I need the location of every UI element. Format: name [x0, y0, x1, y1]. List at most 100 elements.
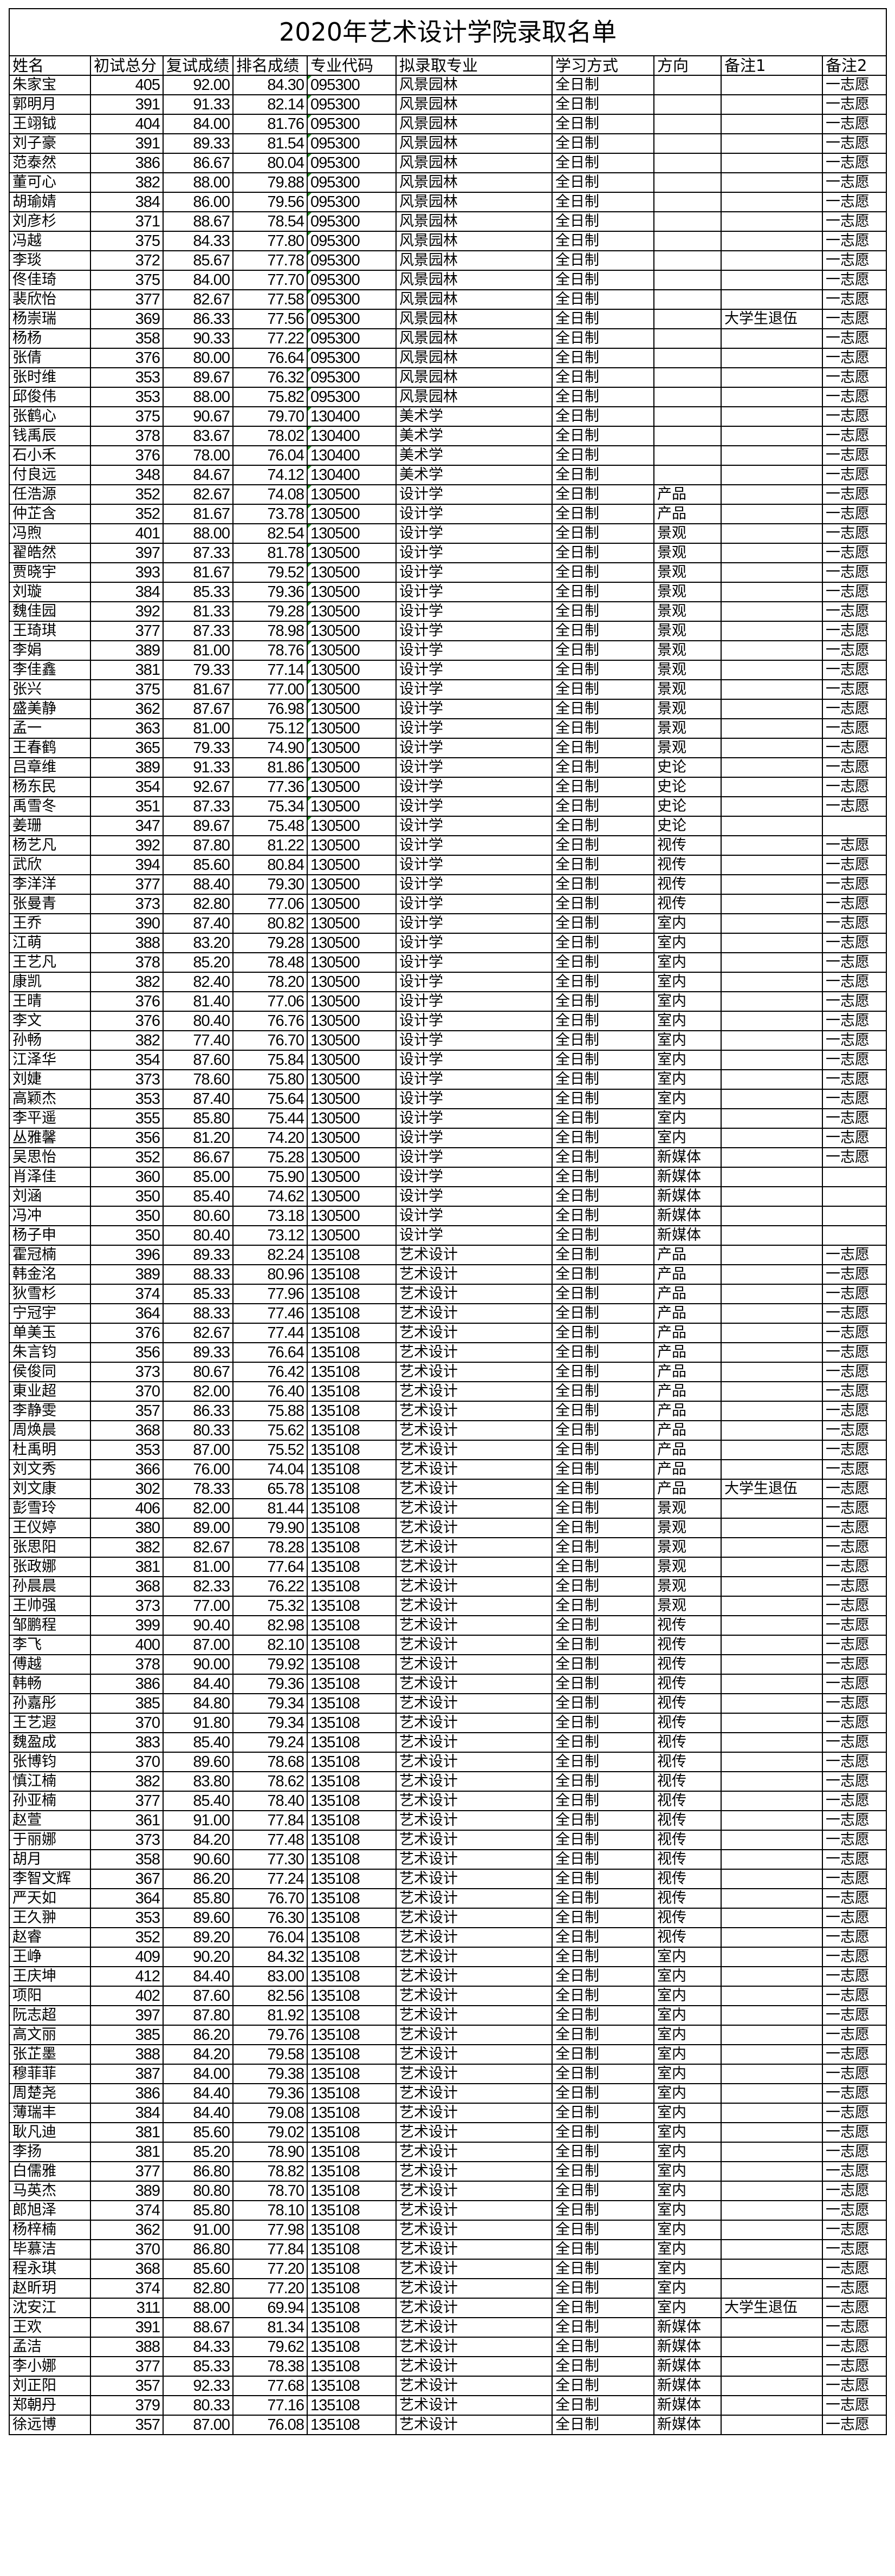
cell-study-mode[interactable]: 全日制	[552, 874, 654, 895]
cell-note2[interactable]: 一志愿	[821, 289, 887, 310]
cell-name[interactable]: 翟皓然	[9, 543, 91, 563]
cell-major-code[interactable]: 135108	[307, 1615, 397, 1636]
cell-initial-score[interactable]: 381	[90, 2122, 164, 2143]
cell-major-code[interactable]: 135108	[307, 2064, 397, 2084]
cell-direction[interactable]: 景观	[653, 543, 722, 563]
cell-retest-score[interactable]: 81.00	[163, 1557, 234, 1577]
cell-note2[interactable]: 一志愿	[821, 309, 887, 329]
cell-initial-score[interactable]: 377	[90, 289, 164, 310]
cell-direction[interactable]: 视传	[653, 1771, 722, 1792]
cell-major-code[interactable]: 135108	[307, 1810, 397, 1831]
cell-rank-score[interactable]: 83.00	[232, 1966, 308, 1987]
cell-note2[interactable]: 一志愿	[821, 328, 887, 349]
cell-retest-score[interactable]: 87.00	[163, 1440, 234, 1460]
cell-major[interactable]: 设计学	[395, 777, 553, 797]
cell-retest-score[interactable]: 90.00	[163, 1654, 234, 1675]
cell-major-code[interactable]: 135108	[307, 1732, 397, 1753]
cell-name[interactable]: 张政娜	[9, 1557, 91, 1577]
cell-direction[interactable]: 史论	[653, 796, 722, 817]
cell-major[interactable]: 艺术设计	[395, 1381, 553, 1402]
cell-major[interactable]: 艺术设计	[395, 1576, 553, 1597]
cell-direction[interactable]: 景观	[653, 718, 722, 739]
cell-major[interactable]: 设计学	[395, 972, 553, 992]
cell-name[interactable]: 江萌	[9, 933, 91, 953]
cell-name[interactable]: 李平遥	[9, 1108, 91, 1129]
cell-retest-score[interactable]: 89.20	[163, 1927, 234, 1948]
cell-initial-score[interactable]: 369	[90, 309, 164, 329]
cell-note2[interactable]: 一志愿	[821, 1089, 887, 1109]
cell-study-mode[interactable]: 全日制	[552, 387, 654, 407]
cell-major-code[interactable]: 130500	[307, 699, 397, 719]
cell-initial-score[interactable]: 361	[90, 1810, 164, 1831]
cell-major[interactable]: 风景园林	[395, 75, 553, 95]
cell-note1[interactable]	[721, 1771, 823, 1792]
cell-note2[interactable]: 一志愿	[821, 1947, 887, 1967]
cell-direction[interactable]	[653, 192, 722, 212]
cell-note2[interactable]: 一志愿	[821, 1927, 887, 1948]
cell-note2[interactable]: 一志愿	[821, 1908, 887, 1928]
cell-initial-score[interactable]: 364	[90, 1888, 164, 1909]
cell-study-mode[interactable]: 全日制	[552, 1225, 654, 1246]
cell-rank-score[interactable]: 74.90	[232, 738, 308, 758]
cell-note1[interactable]	[721, 1245, 823, 1265]
cell-major[interactable]: 艺术设计	[395, 2298, 553, 2318]
cell-direction[interactable]: 视传	[653, 1869, 722, 1889]
cell-note1[interactable]	[721, 1108, 823, 1129]
cell-name[interactable]: 刘璇	[9, 582, 91, 602]
cell-name[interactable]: 张芷墨	[9, 2044, 91, 2065]
cell-note2[interactable]: 一志愿	[821, 601, 887, 622]
cell-major-code[interactable]: 135108	[307, 2415, 397, 2435]
cell-rank-score[interactable]: 81.92	[232, 2005, 308, 2026]
cell-rank-score[interactable]: 77.06	[232, 894, 308, 914]
cell-retest-score[interactable]: 86.67	[163, 153, 234, 173]
cell-major-code[interactable]: 130500	[307, 1011, 397, 1031]
cell-study-mode[interactable]: 全日制	[552, 2415, 654, 2435]
cell-note2[interactable]: 一志愿	[821, 270, 887, 290]
cell-study-mode[interactable]: 全日制	[552, 796, 654, 817]
cell-name[interactable]: 赵睿	[9, 1927, 91, 1948]
cell-study-mode[interactable]: 全日制	[552, 2317, 654, 2338]
cell-major[interactable]: 风景园林	[395, 367, 553, 388]
cell-major-code[interactable]: 135108	[307, 2103, 397, 2123]
cell-major[interactable]: 风景园林	[395, 192, 553, 212]
cell-direction[interactable]: 新媒体	[653, 2317, 722, 2338]
cell-major[interactable]: 艺术设计	[395, 1771, 553, 1792]
cell-major-code[interactable]: 095300	[307, 289, 397, 310]
cell-major[interactable]: 艺术设计	[395, 2239, 553, 2260]
cell-name[interactable]: 魏盈成	[9, 1732, 91, 1753]
cell-major-code[interactable]: 135108	[307, 1771, 397, 1792]
cell-note2[interactable]: 一志愿	[821, 855, 887, 875]
cell-note1[interactable]	[721, 1674, 823, 1694]
cell-note2[interactable]	[821, 1225, 887, 1246]
cell-study-mode[interactable]: 全日制	[552, 75, 654, 95]
cell-note2[interactable]: 一志愿	[821, 874, 887, 895]
cell-note1[interactable]	[721, 387, 823, 407]
cell-note1[interactable]	[721, 2278, 823, 2299]
cell-rank-score[interactable]: 69.94	[232, 2298, 308, 2318]
cell-study-mode[interactable]: 全日制	[552, 1401, 654, 1421]
cell-major[interactable]: 设计学	[395, 562, 553, 583]
cell-name[interactable]: 韩畅	[9, 1674, 91, 1694]
cell-retest-score[interactable]: 85.40	[163, 1732, 234, 1753]
cell-study-mode[interactable]: 全日制	[552, 660, 654, 680]
cell-note1[interactable]	[721, 523, 823, 544]
cell-rank-score[interactable]: 79.62	[232, 2337, 308, 2357]
cell-major-code[interactable]: 135108	[307, 2200, 397, 2221]
cell-note1[interactable]	[721, 1557, 823, 1577]
cell-name[interactable]: 郭明月	[9, 94, 91, 115]
cell-major[interactable]: 设计学	[395, 718, 553, 739]
cell-name[interactable]: 胡瑜婧	[9, 192, 91, 212]
cell-major[interactable]: 设计学	[395, 796, 553, 817]
cell-major[interactable]: 美术学	[395, 406, 553, 427]
cell-name[interactable]: 朱言钧	[9, 1342, 91, 1363]
cell-major-code[interactable]: 135108	[307, 1947, 397, 1967]
cell-major-code[interactable]: 130500	[307, 855, 397, 875]
cell-major-code[interactable]: 130500	[307, 894, 397, 914]
cell-major[interactable]: 风景园林	[395, 211, 553, 232]
cell-study-mode[interactable]: 全日制	[552, 699, 654, 719]
cell-initial-score[interactable]: 377	[90, 874, 164, 895]
cell-study-mode[interactable]: 全日制	[552, 2220, 654, 2240]
cell-note1[interactable]	[721, 2064, 823, 2084]
cell-name[interactable]: 张思阳	[9, 1537, 91, 1558]
cell-study-mode[interactable]: 全日制	[552, 1810, 654, 1831]
